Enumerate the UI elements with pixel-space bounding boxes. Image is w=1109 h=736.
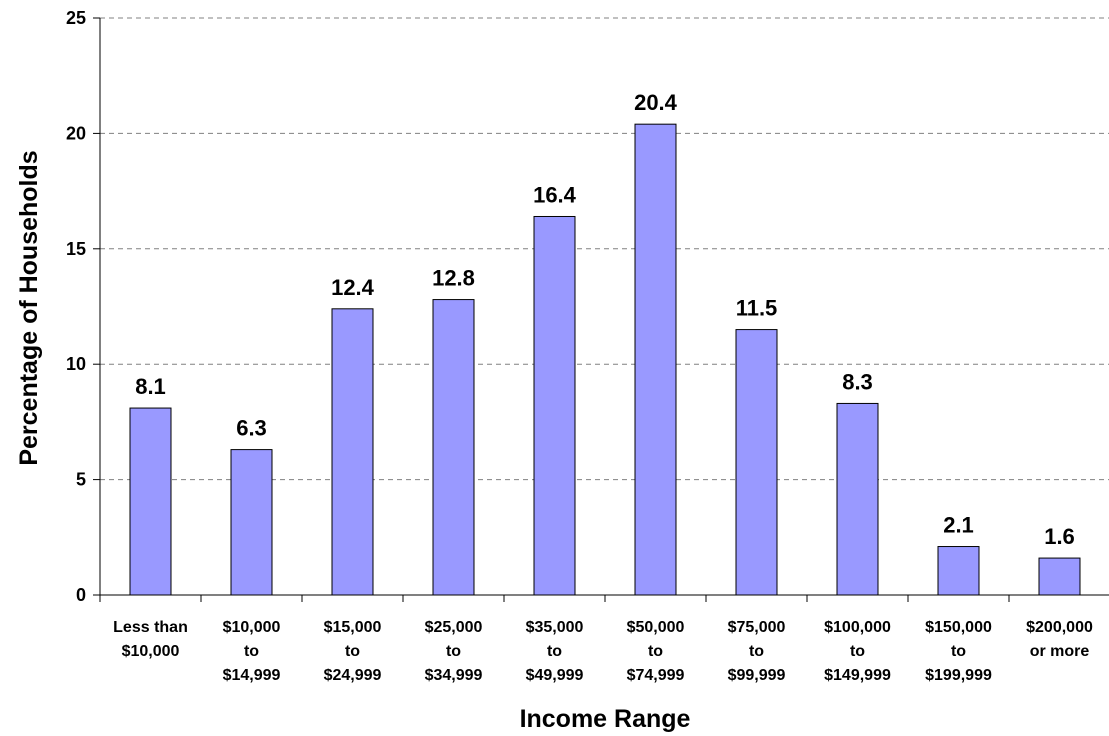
x-tick-label: $99,999 [728,667,786,684]
x-tick-label: $10,000 [223,619,281,636]
y-tick-label: 25 [66,8,86,28]
bar [432,299,475,596]
x-tick-label: to [850,643,865,660]
x-tick-label: $149,999 [824,667,891,684]
x-tick-label: to [446,643,461,660]
x-tick-label: $15,000 [324,619,382,636]
x-tick-label: Less than [113,619,188,636]
x-tick-label: $74,999 [627,667,685,684]
x-tick-label: $199,999 [925,667,992,684]
y-axis-title: Percentage of Households [15,150,43,465]
data-label: 16.4 [533,182,577,207]
data-label: 12.8 [432,266,475,291]
data-label: 8.3 [842,369,873,394]
bar [533,215,576,596]
x-tick-label: $100,000 [824,619,891,636]
x-tick-label: $75,000 [728,619,786,636]
x-tick-label: $49,999 [526,667,584,684]
y-tick-label: 10 [66,354,86,374]
data-label: 12.4 [331,275,375,300]
x-tick-label: $50,000 [627,619,685,636]
data-label: 6.3 [236,416,267,441]
bar [1038,557,1081,596]
y-tick-label: 20 [66,123,86,143]
x-tick-label: $35,000 [526,619,584,636]
data-label: 11.5 [736,296,778,321]
x-tick-label: $10,000 [122,643,180,660]
x-tick-label: $14,999 [223,667,281,684]
bars [129,123,1081,596]
bar [331,308,374,596]
bar [230,449,273,596]
x-tick-label: $200,000 [1026,619,1093,636]
x-tick-label: to [244,643,259,660]
y-tick-label: 5 [76,470,86,490]
x-tick-label: $25,000 [425,619,483,636]
x-tick-label: to [648,643,663,660]
x-tick-label: $34,999 [425,667,483,684]
x-tick-label: to [345,643,360,660]
x-tick-label: to [951,643,966,660]
x-tick-label: or more [1030,643,1090,660]
data-label: 8.1 [135,374,166,399]
data-label: 2.1 [943,513,974,538]
y-tick-label: 15 [66,239,86,259]
gridlines [100,17,1109,481]
labels: 0 5 10 15 20 25 8.1 Less than $10,000 6.3 $10,000 t… [66,8,1093,684]
bar [129,407,172,596]
bar [634,123,677,596]
data-label: 1.6 [1044,524,1075,549]
bar [937,546,980,596]
x-tick-label: $24,999 [324,667,382,684]
y-tick-label: 0 [76,585,86,605]
axes [93,17,1109,602]
x-tick-label: $150,000 [925,619,992,636]
data-label: 20.4 [634,90,678,115]
bar [735,329,778,596]
bar [836,402,879,596]
x-tick-label: to [749,643,764,660]
x-axis-title: Income Range [520,705,691,733]
x-tick-label: to [547,643,562,660]
